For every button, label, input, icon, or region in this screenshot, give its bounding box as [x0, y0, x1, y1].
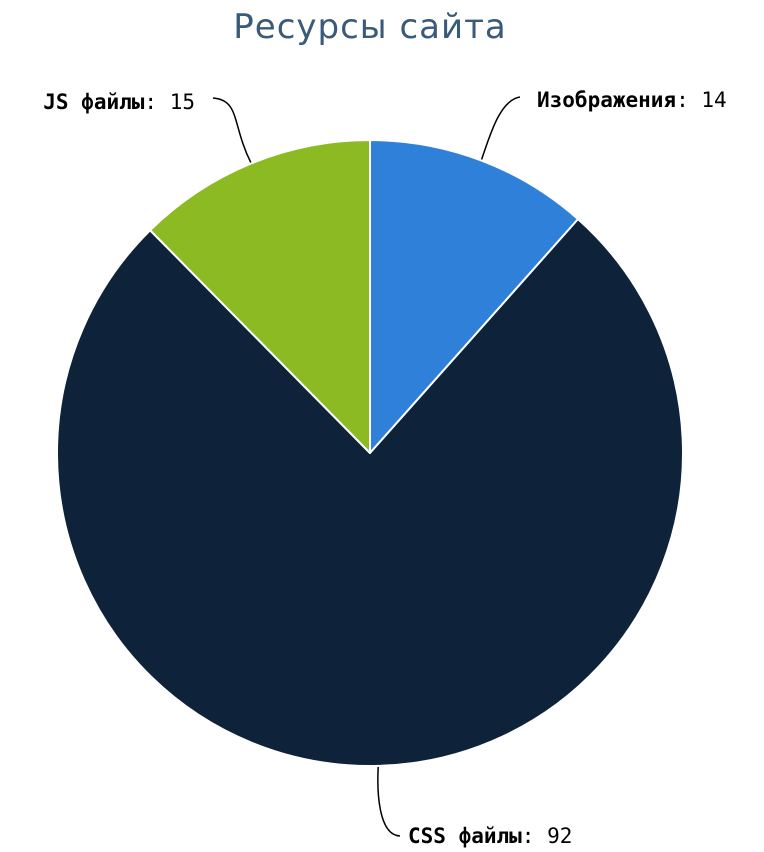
leader-line-2	[377, 766, 401, 837]
slice-label-separator: :	[676, 88, 701, 112]
slice-label-separator: :	[144, 90, 169, 114]
slice-label-value: 15	[170, 90, 195, 114]
pie-slice-1	[369, 139, 580, 454]
slice-label-separator: :	[522, 824, 547, 848]
slice-label-3: JS файлы: 15	[43, 90, 195, 114]
label-leader-lines	[212, 96, 521, 837]
pie-slices	[56, 139, 684, 767]
slice-labels: Изображения: 14 CSS файлы: 92 JS файлы: 15	[43, 88, 726, 848]
slice-label-2: CSS файлы: 92	[408, 824, 572, 848]
slice-label-name: Изображения	[537, 88, 676, 112]
slice-label-1: Изображения: 14	[537, 88, 727, 112]
leader-line-3	[212, 97, 252, 163]
leader-line-1	[480, 96, 521, 160]
chart-title: Ресурсы сайта	[233, 7, 506, 47]
slice-label-value: 14	[701, 88, 726, 112]
pie-slice-3	[149, 139, 371, 454]
slice-label-name: JS файлы	[43, 90, 145, 114]
slice-label-value: 92	[547, 824, 572, 848]
pie-slice-2	[56, 218, 684, 767]
slice-label-name: CSS файлы	[408, 824, 522, 848]
